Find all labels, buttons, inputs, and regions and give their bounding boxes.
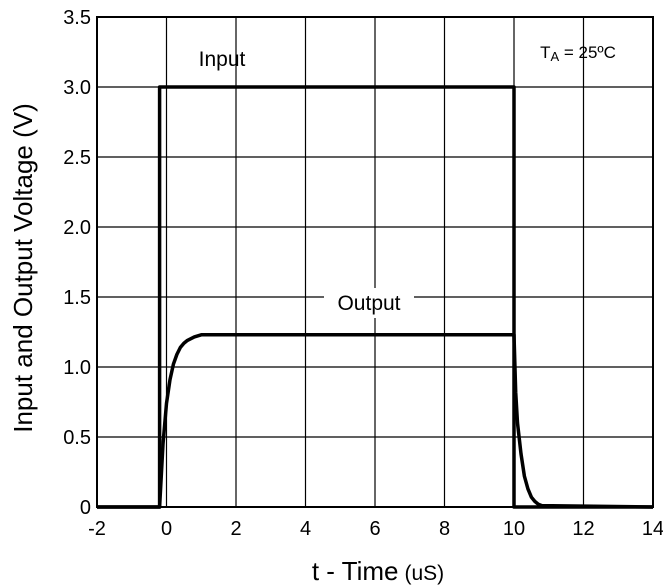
x-axis-title: t - Time (uS) [312,556,444,586]
series-line-output [97,333,654,509]
y-axis-title: Input and Output Voltage (V) [8,103,38,433]
y-tick-label: 2.0 [63,217,91,239]
x-tick-label: -2 [88,518,106,540]
y-tick-label: 2.5 [63,147,91,169]
x-tick-label: 12 [572,518,594,540]
y-tick-label: 0 [80,497,91,519]
grid [97,17,653,507]
x-tick-label: 4 [300,518,311,540]
x-tick-label: 2 [230,518,241,540]
x-axis-title-unit: (uS) [404,562,444,585]
output-label-background [324,288,414,318]
output-series-label: Output [337,292,400,315]
input-series-label: Input [199,48,246,71]
y-tick-label: 3.0 [63,77,91,99]
temperature-subscript: A [550,49,559,64]
plot-area-frame [96,16,654,508]
x-axis-title-text: t - Time [312,556,399,586]
temperature-value: = 25ºC [559,43,616,62]
y-tick-label: 0.5 [63,427,91,449]
temperature-annotation: TA = 25ºC [540,43,616,64]
y-tick-label: 1.0 [63,357,91,379]
temperature-symbol: T [540,43,550,62]
y-tick-label: 3.5 [63,7,91,29]
x-tick-label: 0 [161,518,172,540]
y-tick-label: 1.5 [63,287,91,309]
x-tick-label: 14 [642,518,663,540]
x-tick-label: 8 [439,518,450,540]
x-tick-label: 10 [503,518,525,540]
x-tick-label: 6 [369,518,380,540]
